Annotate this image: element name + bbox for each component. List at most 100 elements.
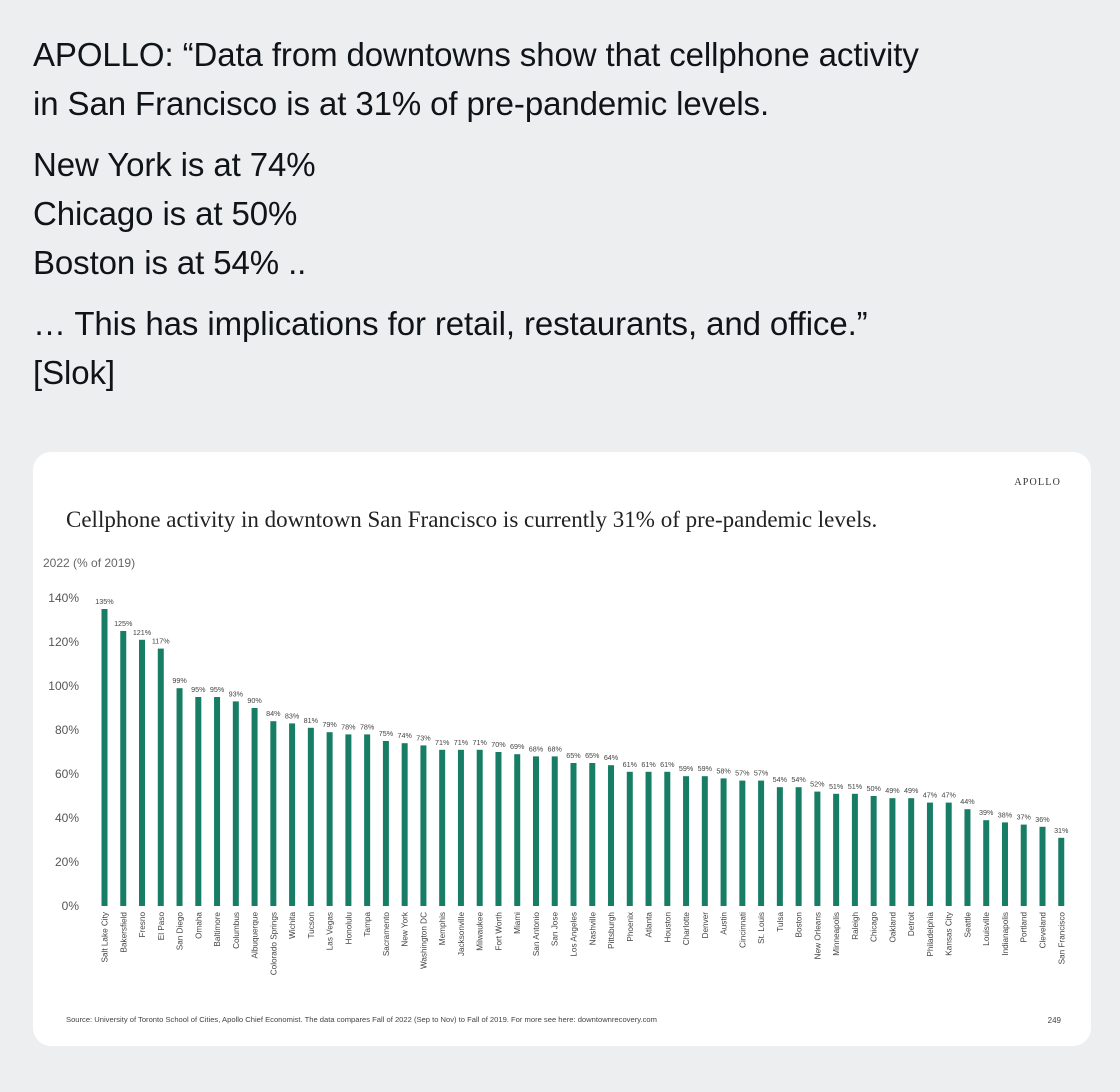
- chart-title: Cellphone activity in downtown San Franc…: [66, 507, 877, 532]
- value-label: 65%: [566, 751, 581, 760]
- value-label: 57%: [735, 769, 750, 778]
- y-axis-ticks: 0% 20% 40% 60% 80% 100% 120% 140%: [48, 591, 79, 913]
- x-tick-label: Memphis: [438, 912, 447, 945]
- bar: [139, 639, 146, 906]
- value-label: 73%: [416, 733, 431, 742]
- value-label: 49%: [885, 786, 900, 795]
- value-label: 61%: [623, 760, 638, 769]
- x-tick-label: Chicago: [870, 912, 879, 942]
- bar: [889, 798, 896, 906]
- x-tick-label: Seattle: [963, 912, 972, 938]
- y-axis-label: 2022 (% of 2019): [43, 556, 135, 570]
- value-label: 84%: [266, 709, 281, 718]
- bar: [720, 778, 727, 906]
- tweet-line-4: Chicago is at 50%: [33, 195, 298, 232]
- value-label: 52%: [810, 780, 825, 789]
- y-tick-label: 120%: [48, 635, 79, 649]
- value-label: 51%: [829, 782, 844, 791]
- bar: [176, 688, 183, 906]
- bar: [983, 820, 990, 906]
- value-label: 78%: [341, 722, 356, 731]
- value-label: 95%: [191, 685, 206, 694]
- bar: [439, 749, 446, 906]
- x-tick-label: Omaha: [194, 912, 203, 939]
- x-tick-label: Louisville: [982, 912, 991, 946]
- bar: [382, 741, 389, 906]
- bar: [645, 771, 652, 906]
- value-label: 74%: [397, 731, 412, 740]
- value-label: 61%: [660, 760, 675, 769]
- value-label: 68%: [548, 744, 563, 753]
- value-label: 44%: [960, 797, 975, 806]
- value-labels: 135% 125%121%117% 99% 95% 95% 93%90% 84% 83% 81%…: [95, 597, 1069, 835]
- value-label: 93%: [229, 689, 244, 698]
- bar: [214, 697, 221, 906]
- x-tick-label: Colorado Springs: [269, 912, 278, 975]
- x-tick-label: Boston: [795, 912, 804, 938]
- page-number: 249: [1048, 1016, 1062, 1025]
- value-label: 64%: [604, 753, 619, 762]
- chart-image-card[interactable]: APOLLO Cellphone activity in downtown Sa…: [33, 452, 1091, 1046]
- value-label: 61%: [641, 760, 656, 769]
- tweet-line-3: New York is at 74%: [33, 146, 316, 183]
- x-tick-label: San Diego: [176, 912, 185, 951]
- bar: [776, 787, 783, 906]
- bar: [926, 802, 933, 906]
- x-tick-label: Detroit: [907, 911, 916, 936]
- value-label: 71%: [473, 738, 488, 747]
- bar: [664, 771, 671, 906]
- bar: [270, 721, 277, 906]
- value-label: 54%: [791, 775, 806, 784]
- bar: [795, 787, 802, 906]
- bar: [251, 708, 258, 906]
- y-tick-label: 20%: [55, 855, 79, 869]
- x-tick-label: Cincinnati: [738, 912, 747, 948]
- x-tick-label: New Orleans: [813, 912, 822, 959]
- bar: [120, 631, 127, 906]
- x-tick-label: Oakland: [888, 912, 897, 943]
- x-tick-label: Austin: [720, 912, 729, 935]
- bar: [514, 754, 521, 906]
- value-label: 79%: [322, 720, 337, 729]
- x-tick-label: St. Louis: [757, 912, 766, 944]
- value-label: 125%: [114, 619, 133, 628]
- x-tick-label: Charlotte: [682, 912, 691, 946]
- x-tick-label: Jacksonville: [457, 912, 466, 957]
- value-label: 47%: [942, 791, 957, 800]
- bar: [532, 756, 539, 906]
- x-tick-label: Kansas City: [945, 911, 954, 956]
- x-tick-label: Pittsburgh: [607, 912, 616, 949]
- value-label: 135%: [95, 597, 114, 606]
- x-tick-label: Phoenix: [626, 912, 635, 942]
- bar: [476, 749, 483, 906]
- value-label: 36%: [1035, 815, 1050, 824]
- x-tick-label: Tulsa: [776, 912, 785, 932]
- x-tick-label: Bakersfield: [119, 912, 128, 953]
- value-label: 83%: [285, 711, 300, 720]
- source-note: Source: University of Toronto School of …: [66, 1015, 657, 1024]
- x-tick-label: Fort Worth: [494, 912, 503, 951]
- value-label: 54%: [773, 775, 788, 784]
- bar: [232, 701, 239, 906]
- bar: [814, 791, 821, 906]
- value-label: 31%: [1054, 826, 1069, 835]
- x-tick-label: Washington DC: [419, 912, 428, 969]
- bar: [608, 765, 615, 906]
- x-tick-label: Raleigh: [851, 912, 860, 940]
- bar: [964, 809, 971, 906]
- x-tick-label: Nashville: [588, 912, 597, 946]
- bar: [326, 732, 333, 906]
- bars-group: [101, 609, 1065, 906]
- tweet-line-7: [Slok]: [33, 354, 115, 391]
- bar: [851, 793, 858, 906]
- bar: [758, 780, 765, 906]
- bar: [157, 648, 164, 906]
- brand-label: APOLLO: [1014, 477, 1061, 488]
- y-tick-label: 40%: [55, 811, 79, 825]
- x-tick-label: San Francisco: [1057, 912, 1066, 965]
- value-label: 38%: [998, 810, 1013, 819]
- x-tick-label: New York: [401, 911, 410, 946]
- bar: [683, 776, 690, 906]
- x-tick-label: Columbus: [232, 912, 241, 949]
- bar: [101, 609, 108, 906]
